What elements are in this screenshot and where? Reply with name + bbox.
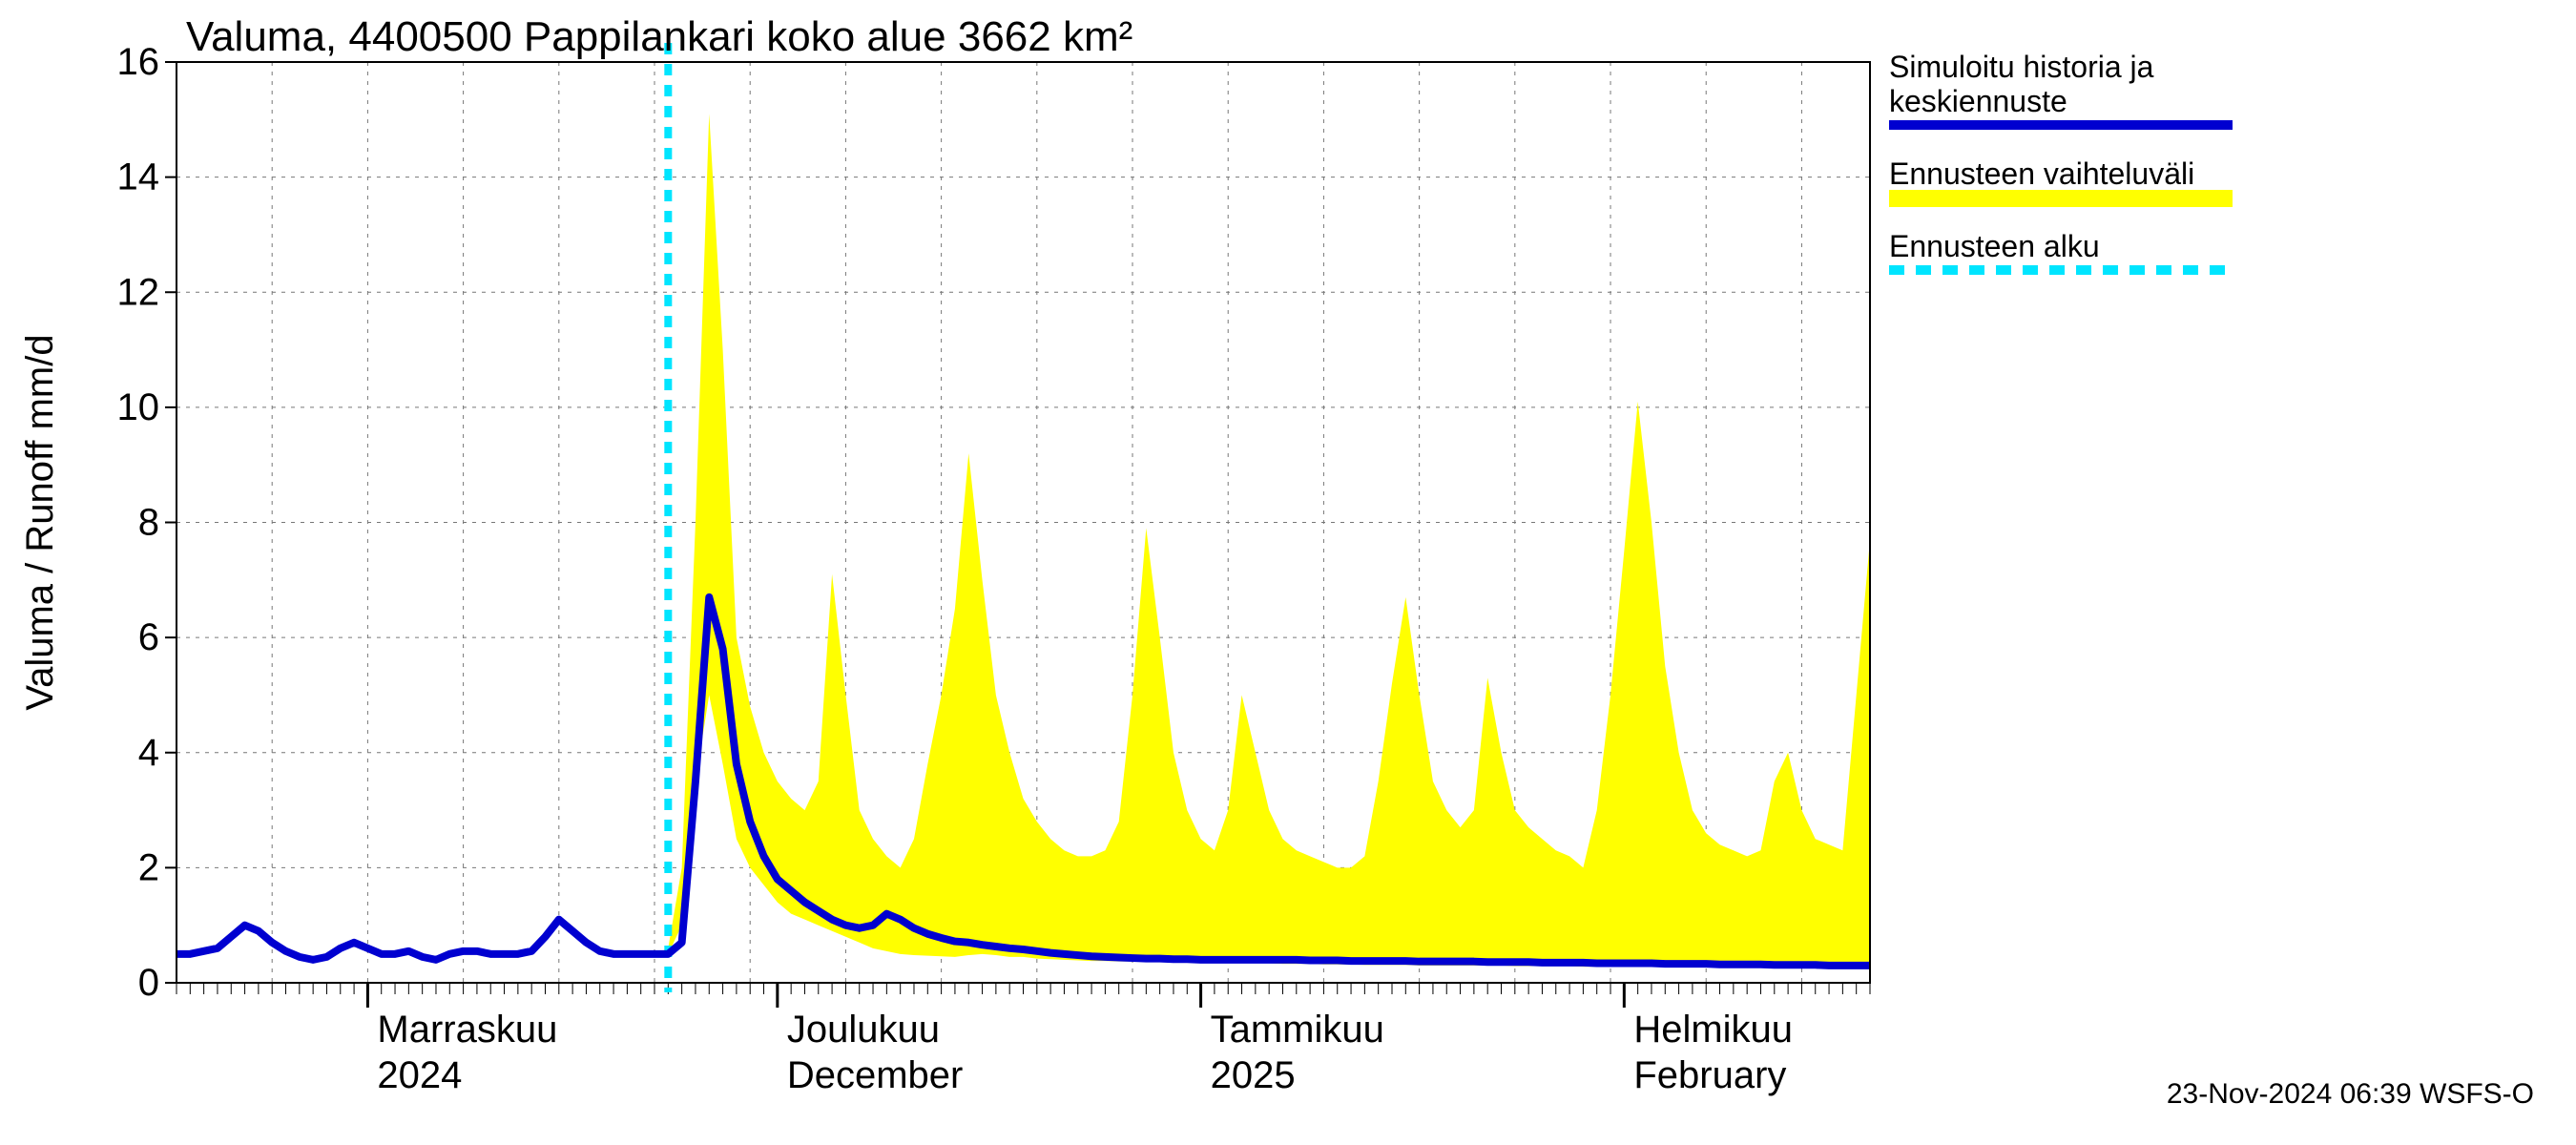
legend-swatch — [1889, 190, 2233, 207]
legend-label: Ennusteen vaihteluväli — [1889, 156, 2194, 191]
runoff-chart: 0 2 4 6 8 10 12 14 16 Marraskuu2024 JoulukuuDecemb… — [0, 0, 2576, 1145]
x-month-sublabel: 2024 — [377, 1054, 462, 1096]
y-tick-label: 12 — [117, 271, 160, 313]
x-month-label: Marraskuu — [377, 1009, 557, 1051]
x-month-sublabel: 2025 — [1211, 1054, 1296, 1096]
y-tick-label: 4 — [138, 732, 159, 774]
footer-text: 23-Nov-2024 06:39 WSFS-O — [2167, 1078, 2534, 1110]
y-tick-label: 6 — [138, 616, 159, 658]
legend-label: keskiennuste — [1889, 84, 2067, 118]
x-month-sublabel: February — [1633, 1054, 1786, 1096]
y-tick-label: 0 — [138, 962, 159, 1004]
y-tick-label: 8 — [138, 502, 159, 544]
x-month-sublabel: December — [787, 1054, 964, 1096]
x-month-label: Joulukuu — [787, 1009, 940, 1051]
legend-label: Ennusteen alku — [1889, 229, 2100, 263]
y-tick-label: 2 — [138, 846, 159, 888]
y-tick-label: 10 — [117, 386, 160, 428]
y-axis-label: Valuma / Runoff mm/d — [19, 334, 61, 710]
x-month-label: Helmikuu — [1633, 1009, 1793, 1051]
x-month-label: Tammikuu — [1211, 1009, 1384, 1051]
y-tick-label: 14 — [117, 156, 160, 198]
chart-title: Valuma, 4400500 Pappilankari koko alue 3… — [186, 13, 1132, 60]
legend-label: Simuloitu historia ja — [1889, 50, 2154, 84]
y-tick-label: 16 — [117, 41, 160, 83]
